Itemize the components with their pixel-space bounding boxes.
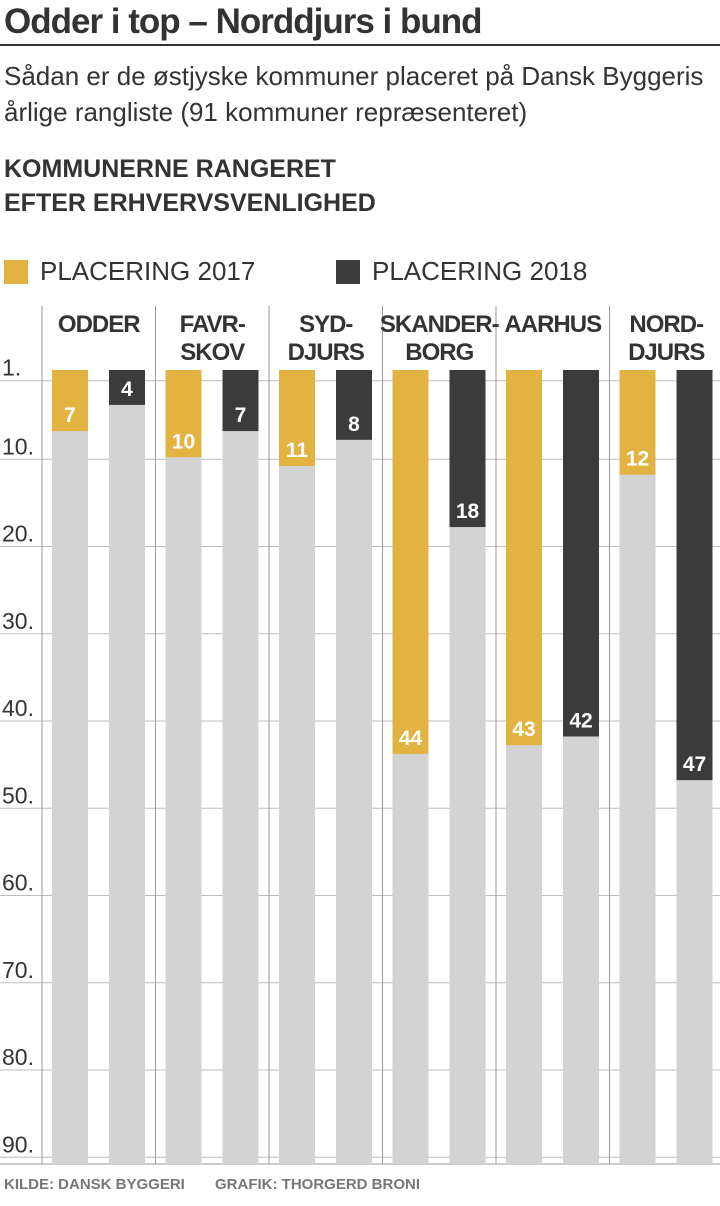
- chart-title: Odder i top – Norddjurs i bund: [4, 2, 482, 41]
- category-label-0-line-0: ODDER: [58, 311, 140, 338]
- bar-chart: 1. 10. 20. 30. 40. 50. 60. 70. 80. 90. ODDER 7 4 FAVR…: [0, 306, 720, 1165]
- bar-2017-3: [392, 370, 429, 754]
- category-label-3-line-1: BORG: [405, 339, 473, 366]
- legend-swatch-2018: [336, 259, 360, 284]
- source-line: KILDE: DANSK BYGGERI GRAFIK: THORGERD BR…: [4, 1176, 446, 1193]
- data-label-2018-0: 4: [121, 378, 133, 401]
- y-tick-label-30: 30.: [2, 608, 34, 634]
- legend-label-2017: PLACERING 2017: [40, 256, 256, 286]
- category-label-1-line-0: FAVR-: [180, 311, 246, 338]
- legend-item-2018: PLACERING 2018: [336, 256, 587, 287]
- data-label-2018-3: 18: [456, 500, 480, 523]
- bar-2018-1: [222, 370, 259, 432]
- chart-heading-line-2: EFTER ERHVERVSVENLIGHED: [4, 189, 376, 217]
- bar-2018-0: [109, 370, 145, 405]
- bar-2017-2: [279, 370, 315, 466]
- chart-heading: KOMMUNERNE RANGERET EFTER ERHVERVSVENLIG…: [4, 152, 604, 220]
- bar-2018-3: [449, 370, 486, 528]
- chart-heading-line-1: KOMMUNERNE RANGERET: [4, 155, 336, 183]
- y-tick-label-1: 1.: [2, 355, 21, 381]
- bar-2017-1: [165, 370, 202, 458]
- data-label-2017-1: 10: [172, 430, 195, 453]
- y-tick-label-50: 50.: [2, 782, 34, 808]
- category-label-3-line-0: SKANDER-: [380, 311, 500, 338]
- data-label-2017-5: 12: [626, 448, 649, 471]
- bar-track-1-1: [222, 370, 259, 1164]
- credit-label: GRAFIK: THORGERD BRONI: [215, 1176, 421, 1193]
- bar-2018-4: [563, 370, 599, 737]
- bar-2017-0: [52, 370, 88, 432]
- category-label-2-line-1: DJURS: [288, 339, 365, 366]
- data-label-2017-3: 44: [399, 727, 423, 750]
- bar-2017-5: [619, 370, 656, 475]
- bar-2018-2: [336, 370, 372, 440]
- bar-track-1-0: [165, 370, 202, 1164]
- legend-swatch-2017: [4, 259, 28, 284]
- category-label-1-line-1: SKOV: [180, 339, 245, 366]
- data-label-2018-4: 42: [569, 709, 592, 732]
- data-label-2018-2: 8: [348, 413, 360, 436]
- bar-track-5-0: [619, 370, 656, 1164]
- source-label: KILDE: DANSK BYGGERI: [4, 1176, 185, 1193]
- category-label-4-line-0: AARHUS: [504, 311, 602, 338]
- y-tick-label-80: 80.: [2, 1044, 34, 1070]
- bar-track-2-1: [336, 370, 372, 1164]
- chart-subtitle: Sådan er de østjyske kommuner placeret p…: [4, 61, 704, 127]
- data-label-2018-5: 47: [683, 753, 706, 776]
- y-tick-label-60: 60.: [2, 870, 34, 896]
- legend-label-2018: PLACERING 2018: [372, 256, 588, 286]
- data-label-2017-4: 43: [512, 718, 535, 741]
- data-label-2017-0: 7: [64, 404, 76, 427]
- y-tick-label-90: 90.: [2, 1131, 34, 1157]
- category-label-2-line-0: SYD-: [299, 311, 353, 338]
- y-tick-label-20: 20.: [2, 521, 34, 547]
- y-tick-label-40: 40.: [2, 695, 34, 721]
- title-divider: [0, 44, 720, 46]
- bar-track-0-1: [109, 370, 145, 1164]
- bar-track-0-0: [52, 370, 88, 1164]
- category-label-5-line-0: NORD-: [629, 311, 704, 338]
- category-label-5-line-1: DJURS: [628, 339, 705, 366]
- bar-track-2-0: [279, 370, 315, 1164]
- legend-item-2017: PLACERING 2017: [4, 256, 255, 287]
- bar-2017-4: [506, 370, 542, 746]
- y-tick-label-70: 70.: [2, 957, 34, 983]
- data-label-2017-2: 11: [286, 439, 309, 462]
- data-label-2018-1: 7: [235, 404, 247, 427]
- bar-2018-5: [676, 370, 713, 781]
- y-tick-label-10: 10.: [2, 433, 34, 459]
